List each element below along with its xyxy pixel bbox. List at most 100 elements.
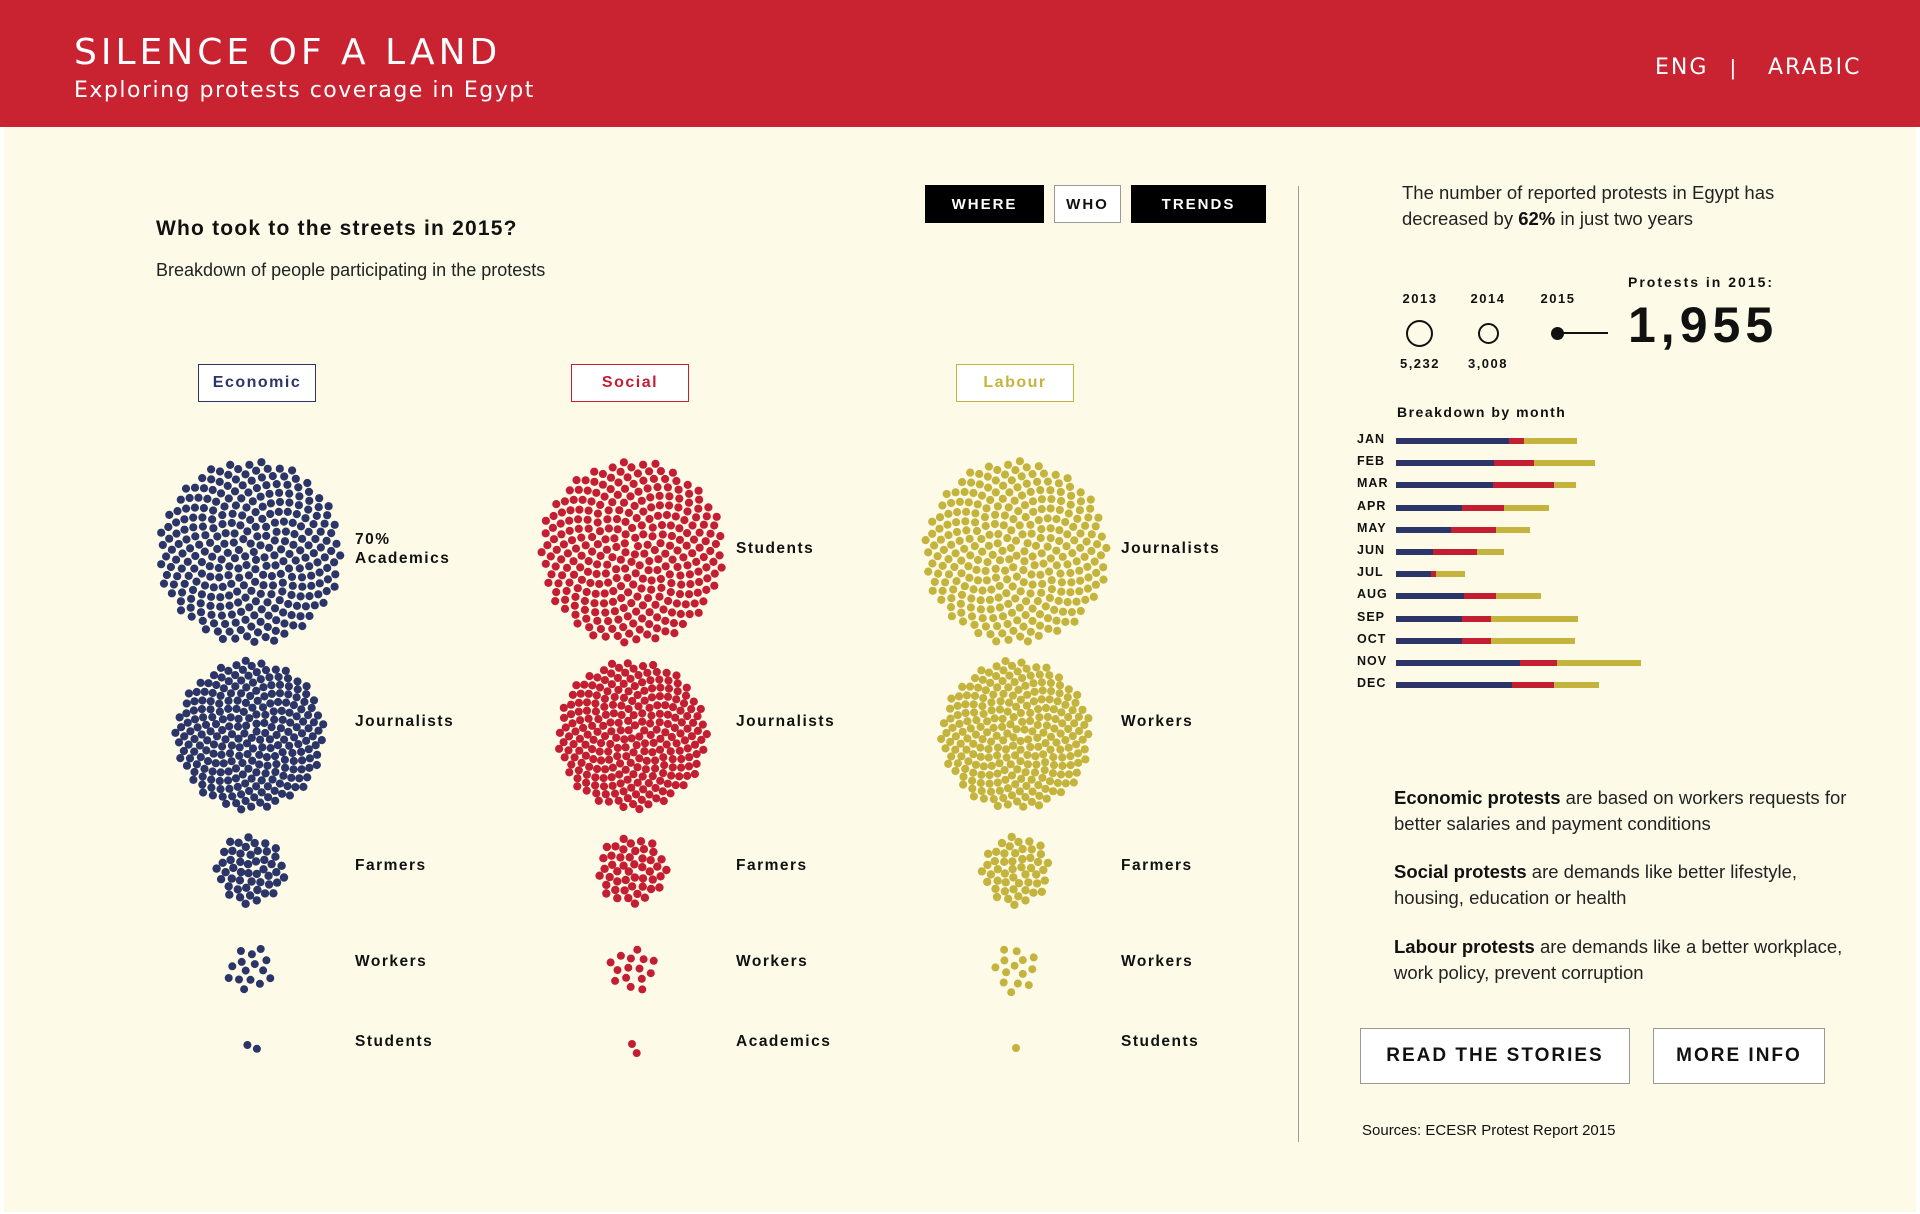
participant-dot xyxy=(1015,521,1024,530)
participant-dot xyxy=(592,789,601,798)
participant-dot xyxy=(1063,598,1072,607)
more-info-button[interactable]: MORE INFO xyxy=(1653,1028,1825,1084)
participant-dot xyxy=(1019,578,1028,587)
participant-dot xyxy=(663,483,673,492)
participant-dot xyxy=(247,476,256,485)
read-stories-button[interactable]: READ THE STORIES xyxy=(1360,1028,1630,1084)
participant-dot xyxy=(610,692,619,702)
participant-dot xyxy=(199,484,209,493)
participant-dot xyxy=(307,571,316,580)
lang-eng-link[interactable]: ENG xyxy=(1655,55,1709,80)
participant-dot xyxy=(570,753,579,762)
participant-dot xyxy=(986,605,995,614)
participant-dot xyxy=(637,795,646,805)
participant-dot xyxy=(1034,705,1043,714)
participant-dot xyxy=(262,561,271,571)
participant-dot xyxy=(571,544,581,553)
bar-segment-social xyxy=(1512,682,1554,688)
participant-dot xyxy=(640,549,649,558)
participant-dot xyxy=(604,797,614,806)
bar-segment-labour xyxy=(1534,460,1595,466)
participant-dot xyxy=(602,545,612,554)
participant-dot xyxy=(242,503,251,512)
lang-arabic-link[interactable]: ARABIC xyxy=(1768,55,1862,80)
participant-dot xyxy=(200,581,210,590)
participant-dot xyxy=(936,535,946,544)
participant-dot xyxy=(1054,673,1064,682)
participant-dot xyxy=(655,592,664,601)
participant-dot xyxy=(1071,698,1080,707)
tab-where[interactable]: WHERE xyxy=(925,185,1044,223)
category-labour-button[interactable]: Labour xyxy=(956,364,1074,402)
participant-dot xyxy=(217,555,226,564)
participant-dot xyxy=(627,882,637,891)
participant-dot xyxy=(1034,516,1043,525)
participant-dot xyxy=(640,696,649,705)
participant-dot xyxy=(178,588,187,597)
participant-dot xyxy=(651,600,660,609)
participant-dot xyxy=(937,595,946,604)
participant-dot xyxy=(330,582,339,591)
participant-dot xyxy=(983,728,992,737)
participant-dot xyxy=(275,488,284,497)
participant-dot xyxy=(592,569,601,579)
participant-dot xyxy=(947,612,957,621)
participant-dot xyxy=(205,562,214,571)
participant-dot xyxy=(653,613,662,622)
participant-dot xyxy=(970,620,979,630)
category-social-button[interactable]: Social xyxy=(571,364,689,402)
participant-dot xyxy=(980,513,990,522)
participant-dot xyxy=(561,723,570,732)
participant-dot xyxy=(999,481,1008,490)
participant-dot xyxy=(683,529,692,538)
participant-dot xyxy=(591,589,600,598)
participant-dot xyxy=(921,536,930,545)
participant-dot xyxy=(651,783,660,793)
participant-dot xyxy=(613,631,622,641)
participant-dot xyxy=(995,556,1005,565)
participant-dot xyxy=(592,691,601,700)
participant-dot xyxy=(614,615,623,624)
participant-dot xyxy=(958,727,967,736)
category-economic-button[interactable]: Economic xyxy=(198,364,316,402)
participant-dot xyxy=(939,545,949,555)
participant-dot xyxy=(267,590,276,599)
participant-dot xyxy=(204,679,213,688)
participant-dot xyxy=(602,889,611,898)
participant-dot xyxy=(978,547,987,556)
participant-dot xyxy=(237,676,246,685)
participant-dot xyxy=(180,525,189,534)
participant-dot xyxy=(693,588,702,597)
participant-dot xyxy=(1045,671,1054,680)
participant-dot xyxy=(1010,900,1019,909)
group-label: Workers xyxy=(355,953,427,970)
participant-dot xyxy=(226,460,235,469)
participant-dot xyxy=(621,875,630,885)
participant-dot xyxy=(1005,842,1014,851)
participant-dot xyxy=(232,704,241,714)
participant-dot xyxy=(224,696,233,705)
participant-dot xyxy=(271,796,280,805)
participant-dot xyxy=(983,558,992,567)
participant-dot xyxy=(1058,761,1067,771)
participant-dot xyxy=(227,741,236,750)
participant-dot xyxy=(1042,794,1051,803)
participant-dot xyxy=(630,873,639,882)
tab-trends[interactable]: TRENDS xyxy=(1131,185,1266,223)
participant-dot xyxy=(234,465,243,474)
participant-dot xyxy=(559,703,568,712)
participant-dot xyxy=(1034,801,1044,810)
month-bar xyxy=(1396,527,1530,533)
participant-dot xyxy=(584,506,593,515)
participant-dot xyxy=(695,543,704,552)
tab-who[interactable]: WHO xyxy=(1054,185,1121,223)
participant-dot xyxy=(1006,720,1015,729)
participant-dot xyxy=(248,678,258,687)
participant-dot xyxy=(1073,690,1082,700)
participant-dot xyxy=(290,530,299,539)
participant-dot xyxy=(952,577,961,586)
participant-dot xyxy=(275,689,285,698)
participant-dot xyxy=(1037,588,1046,597)
participant-dot xyxy=(957,752,966,761)
participant-dot xyxy=(1068,549,1077,558)
